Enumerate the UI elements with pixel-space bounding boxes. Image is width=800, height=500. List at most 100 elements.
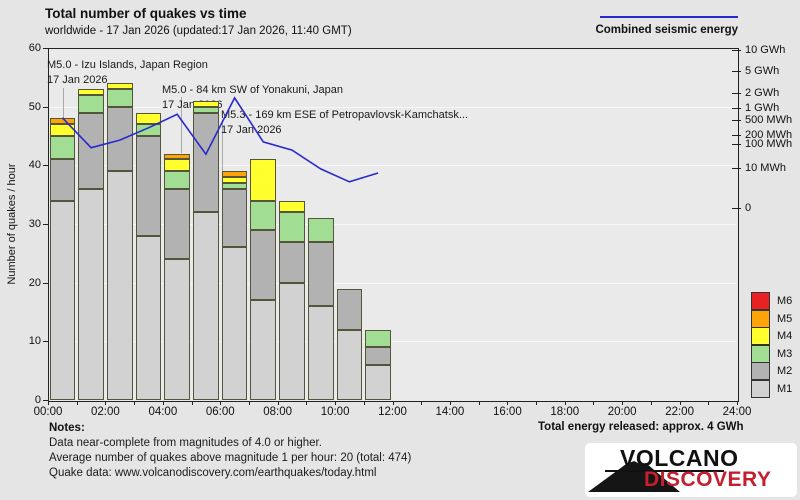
legend-swatch-m3 (751, 344, 770, 363)
quake-annotation: M5.3 - 169 km ESE of Petropavlovsk-Kamch… (221, 109, 468, 136)
logo-text-discovery: DISCOVERY (644, 468, 772, 491)
bar-segment (250, 159, 277, 201)
right-tick-mark (732, 92, 741, 94)
x-tick-mark (737, 401, 738, 405)
x-tick-label: 22:00 (665, 406, 694, 418)
bar-segment (279, 212, 305, 242)
grid-line (49, 341, 736, 343)
x-tick-label: 18:00 (550, 406, 580, 418)
right-tick-label: 500 MWh (745, 114, 793, 127)
bar-segment (49, 136, 76, 160)
bar-segment (279, 241, 305, 283)
bar-segment (135, 112, 162, 125)
legend-label-m5: M5 (777, 312, 793, 325)
bar-segment (135, 136, 162, 236)
y-tick-label: 60 (28, 42, 41, 54)
bar-segment (49, 118, 76, 125)
energy-line-legend-swatch (600, 16, 738, 18)
x-tick-mark (248, 401, 250, 405)
x-tick-label: 10:00 (320, 406, 350, 418)
bar-segment (49, 159, 76, 201)
right-tick-mark (732, 134, 741, 136)
y-tick-mark (43, 165, 48, 167)
x-tick-mark (650, 401, 652, 405)
right-tick-label: 200 MWh (745, 128, 793, 141)
x-tick-mark (134, 401, 136, 405)
page-subtitle: worldwide - 17 Jan 2026 (updated:17 Jan … (45, 25, 352, 37)
x-tick-mark (105, 401, 107, 405)
x-tick-mark (593, 401, 595, 405)
y-tick-mark (43, 48, 48, 49)
y-tick-label: 0 (34, 394, 41, 406)
x-tick-label: 12:00 (378, 406, 407, 418)
y-tick-label: 10 (28, 335, 41, 348)
legend-label-m6: M6 (777, 295, 793, 307)
right-tick-mark (732, 144, 741, 146)
x-tick-mark (277, 401, 279, 405)
bar-segment (106, 171, 133, 400)
grid-line (49, 165, 736, 167)
bar-segment (221, 182, 248, 189)
x-tick-label: 02:00 (91, 406, 120, 418)
y-tick-mark (43, 106, 48, 108)
x-tick-mark (191, 401, 193, 405)
volcanodiscovery-logo: VOLCANO DISCOVERY (585, 443, 797, 497)
x-tick-mark (363, 401, 365, 405)
legend-swatch-m2 (751, 362, 770, 380)
bar-segment (365, 364, 391, 400)
x-tick-label: 24:00 (722, 406, 752, 418)
x-tick-mark (306, 401, 308, 405)
x-tick-mark (564, 401, 566, 405)
right-tick-label: 10 GWh (745, 44, 786, 57)
x-tick-label: 16:00 (492, 406, 522, 418)
x-tick-mark (48, 401, 49, 405)
bar-segment (307, 241, 334, 307)
notes-heading: Notes: (49, 422, 85, 434)
y-tick-label: 20 (28, 276, 41, 289)
x-tick-mark (76, 401, 78, 405)
legend-label-m1: M1 (777, 382, 793, 395)
note-line: Data near-complete from magnitudes of 4.… (49, 437, 322, 449)
right-tick-mark (732, 108, 741, 110)
right-tick-mark (732, 50, 741, 52)
x-tick-mark (622, 401, 624, 405)
legend-swatch-m4 (751, 327, 770, 345)
y-tick-label: 40 (28, 159, 41, 172)
bar-segment (250, 300, 277, 400)
y-tick-mark (43, 341, 48, 343)
x-tick-label: 04:00 (148, 406, 178, 418)
x-tick-label: 06:00 (205, 406, 235, 418)
legend-label-m3: M3 (777, 347, 793, 360)
note-line: Quake data: www.volcanodiscovery.com/ear… (49, 467, 377, 479)
logo-underline (605, 470, 724, 472)
bar-segment (164, 171, 191, 189)
bar-segment (78, 94, 104, 113)
x-tick-label: 08:00 (263, 406, 293, 418)
grid-line (49, 282, 736, 284)
bar-segment (49, 200, 76, 400)
x-tick-label: 20:00 (607, 406, 637, 418)
x-tick-mark (421, 401, 423, 405)
y-tick-mark (43, 400, 48, 401)
legend-swatch-m5 (751, 309, 770, 328)
right-tick-label: 5 GWh (745, 64, 780, 77)
bar-segment (164, 153, 191, 160)
note-line: Average number of quakes above magnitude… (49, 452, 412, 464)
bar-segment (106, 83, 133, 90)
logo-text-volcano: VOLCANO (620, 445, 739, 471)
right-tick-mark (732, 120, 741, 122)
bar-segment (250, 229, 277, 301)
bar-segment (135, 124, 162, 136)
bar-segment (164, 259, 191, 400)
grid-line (49, 224, 736, 225)
right-tick-label: 2 GWh (745, 86, 780, 99)
bar-segment (164, 159, 191, 172)
x-tick-label: 14:00 (435, 406, 465, 418)
bar-segment (106, 106, 133, 172)
x-tick-label: 00:00 (33, 406, 63, 418)
bar-segment (106, 89, 133, 107)
legend-label-m2: M2 (777, 365, 793, 377)
bar-segment (221, 188, 248, 248)
bar-segment (78, 89, 104, 95)
